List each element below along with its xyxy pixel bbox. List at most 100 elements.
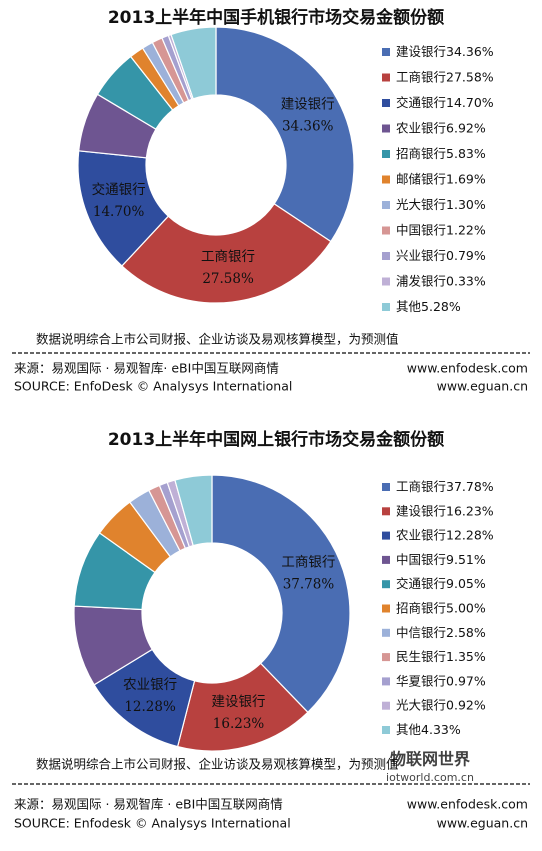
legend-value: 1.35%: [446, 649, 486, 664]
legend-label: 中国银行9.51%: [396, 551, 486, 566]
legend-swatch: [382, 604, 390, 613]
legend-name: 浦发银行: [396, 273, 446, 288]
chart-title: 2013上半年中国网上银行市场交易金额份额: [108, 429, 444, 450]
legend-value: 34.36%: [446, 44, 494, 59]
legend-value: 27.58%: [446, 69, 494, 84]
legend-name: 其他: [396, 722, 422, 737]
legend-swatch: [382, 555, 390, 564]
legend-swatch: [382, 726, 390, 734]
legend-swatch: [382, 701, 390, 710]
legend-label: 其他4.33%: [396, 722, 461, 737]
legend-label: 工商银行37.78%: [396, 479, 494, 494]
slice-value-label: 12.28%: [124, 699, 176, 715]
legend-label: 招商银行5.83%: [396, 146, 486, 161]
url: www.eguan.cn: [437, 816, 528, 831]
legend-value: 4.33%: [421, 722, 461, 737]
slice-value-label: 16.23%: [213, 716, 265, 732]
legend-label: 其他5.28%: [396, 299, 461, 314]
slice-label: 建设银行: [281, 96, 335, 112]
legend-swatch: [382, 531, 390, 540]
legend-value: 0.33%: [446, 273, 486, 288]
legend-value: 0.92%: [446, 697, 486, 712]
legend-value: 0.97%: [446, 673, 486, 688]
legend-name: 兴业银行: [396, 248, 446, 263]
legend-swatch: [382, 507, 390, 516]
slice-label: 建设银行: [212, 694, 266, 710]
slice-value-label: 27.58%: [202, 271, 254, 287]
legend-label: 交通银行9.05%: [396, 576, 486, 591]
legend-name: 交通银行: [396, 576, 446, 591]
legend-value: 12.28%: [446, 527, 494, 542]
legend-swatch: [382, 48, 390, 56]
legend-swatch: [382, 653, 390, 662]
slice: [170, 26, 217, 100]
legend-value: 0.79%: [446, 248, 486, 263]
watermark: 物联网世界: [390, 750, 470, 769]
legend-value: 1.69%: [446, 171, 486, 186]
legend-name: 其他: [396, 299, 422, 314]
legend-label: 农业银行12.28%: [396, 527, 494, 542]
legend-value: 16.23%: [446, 503, 494, 518]
source-en: SOURCE: EnfoDesk © Analysys Internationa…: [14, 379, 292, 394]
note: 数据说明综合上市公司财报、企业访谈及易观核算模型，为预测值: [36, 332, 399, 347]
slice-value-label: 37.78%: [283, 577, 335, 593]
legend-swatch: [382, 99, 390, 107]
legend-name: 邮储银行: [396, 171, 446, 186]
legend-name: 农业银行: [396, 120, 446, 135]
legend-name: 招商银行: [396, 600, 446, 615]
slice-label: 农业银行: [123, 677, 177, 693]
legend-name: 光大银行: [396, 697, 446, 712]
legend-value: 37.78%: [446, 479, 494, 494]
legend-value: 5.28%: [421, 299, 461, 314]
legend-swatch: [382, 628, 390, 637]
legend-name: 交通银行: [396, 95, 446, 110]
legend-label: 邮储银行1.69%: [396, 171, 486, 186]
legend-label: 工商银行27.58%: [396, 69, 494, 84]
legend-name: 农业银行: [396, 527, 446, 542]
legend-value: 2.58%: [446, 624, 486, 639]
slice: [174, 474, 213, 547]
slice-label: 交通银行: [92, 181, 146, 198]
legend-label: 民生银行1.35%: [396, 649, 486, 664]
legend-swatch: [382, 150, 390, 158]
legend-value: 5.83%: [446, 146, 486, 161]
slice-value-label: 34.36%: [282, 118, 334, 134]
legend-swatch: [382, 677, 390, 686]
legend-label: 华夏银行0.97%: [396, 673, 486, 688]
legend-swatch: [382, 124, 390, 133]
chart-title: 2013上半年中国手机银行市场交易金额份额: [108, 7, 444, 28]
source: 来源：易观国际 · 易观智库· eBI中国互联网商情: [14, 361, 279, 376]
legend-label: 建设银行34.36%: [396, 44, 494, 59]
legend-swatch: [382, 226, 390, 235]
legend-name: 工商银行: [396, 69, 446, 84]
legend-label: 光大银行1.30%: [396, 197, 486, 212]
watermark: iotworld.com.cn: [386, 771, 474, 784]
legend-value: 14.70%: [446, 95, 494, 110]
legend-name: 中国银行: [396, 222, 446, 237]
slice-label: 工商银行: [201, 249, 255, 265]
note: 数据说明综合上市公司财报、企业访谈及易观核算模型，为预测值: [36, 757, 399, 772]
legend-swatch: [382, 483, 390, 491]
url: www.enfodesk.com: [407, 361, 528, 376]
legend-name: 民生银行: [396, 649, 446, 664]
legend-swatch: [382, 201, 390, 209]
legend-name: 华夏银行: [396, 673, 446, 688]
legend-name: 工商银行: [396, 479, 446, 494]
source: 来源：易观国际 · 易观智库 · eBI中国互联网商情: [14, 797, 283, 812]
slice: [211, 474, 351, 714]
legend-label: 交通银行14.70%: [396, 95, 494, 110]
legend-label: 光大银行0.92%: [396, 697, 486, 712]
legend-value: 6.92%: [446, 120, 486, 135]
legend-label: 建设银行16.23%: [396, 503, 494, 518]
legend-swatch: [382, 580, 390, 589]
legend-value: 1.22%: [446, 222, 486, 237]
legend-swatch: [382, 277, 390, 286]
legend-value: 1.30%: [446, 197, 486, 212]
legend-value: 9.05%: [446, 576, 486, 591]
legend-swatch: [382, 73, 390, 82]
legend-name: 中信银行: [396, 624, 446, 639]
legend-name: 建设银行: [396, 503, 446, 518]
url: www.enfodesk.com: [407, 797, 528, 812]
url: www.eguan.cn: [437, 379, 528, 394]
